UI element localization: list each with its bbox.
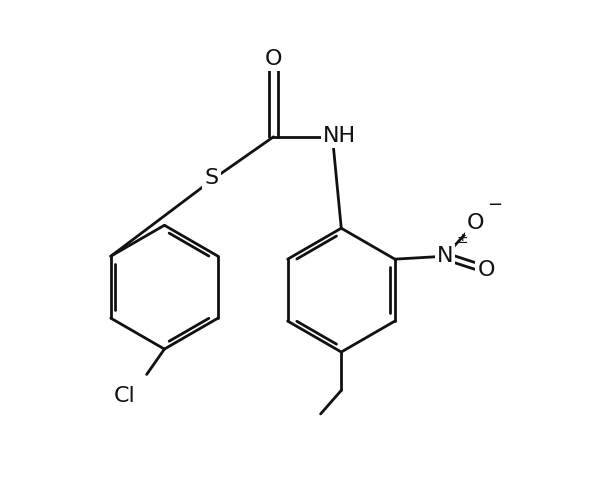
Text: ±: ± (457, 231, 469, 246)
Text: O: O (478, 260, 495, 280)
Text: −: − (488, 196, 503, 214)
Text: O: O (265, 49, 282, 69)
Text: N: N (437, 246, 453, 266)
Text: Cl: Cl (114, 386, 136, 406)
Text: O: O (467, 213, 484, 233)
Text: NH: NH (323, 126, 356, 145)
Text: S: S (205, 168, 218, 188)
